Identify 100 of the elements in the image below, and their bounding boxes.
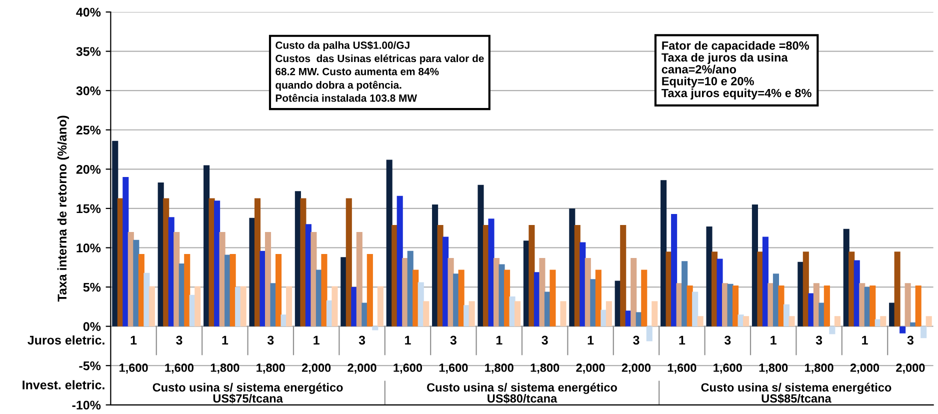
annotation: 2,000	[896, 364, 925, 374]
annotation: 1,600	[714, 364, 742, 374]
bar	[716, 258, 723, 326]
bar	[260, 250, 266, 326]
bar	[458, 270, 464, 326]
bar	[671, 214, 678, 326]
annotation: Fator de capacidade =80% Taxa de juros da usina cana=2%/ano Equity=10 e 20% Taxa juros equity=4% e 8%	[662, 41, 812, 100]
bar	[351, 287, 358, 326]
bar	[194, 286, 201, 326]
bar	[682, 261, 688, 326]
bar	[362, 302, 368, 326]
bar	[880, 316, 886, 326]
bar	[904, 283, 911, 326]
bar	[630, 258, 637, 326]
annotation: 1,800	[530, 364, 560, 374]
bar	[798, 262, 804, 326]
bar	[834, 316, 840, 326]
bar	[848, 252, 855, 326]
annotation: 1,600	[668, 364, 696, 374]
annotation: 2,000	[850, 364, 880, 374]
bar	[340, 257, 347, 326]
bar	[402, 258, 408, 326]
annotation: 1,800	[210, 364, 240, 374]
bar	[788, 316, 795, 326]
bar	[300, 198, 306, 326]
bar	[910, 322, 916, 326]
bar	[276, 254, 282, 326]
bar	[894, 252, 900, 326]
bar	[706, 226, 712, 326]
bar	[122, 177, 129, 326]
bar	[321, 254, 328, 326]
annotation: 2,000	[302, 364, 331, 374]
bar	[133, 240, 140, 326]
bar	[264, 232, 272, 326]
bar	[528, 224, 535, 326]
x-tick-label: 1	[496, 336, 502, 344]
bar	[163, 198, 170, 326]
bar	[346, 198, 352, 326]
bar	[859, 283, 866, 326]
bar	[697, 316, 704, 326]
x-tick-label: 3	[724, 336, 731, 345]
x-tick-label: 3	[450, 336, 456, 345]
bar	[757, 252, 764, 326]
bar	[660, 180, 667, 326]
bar	[270, 283, 276, 326]
bar	[560, 301, 566, 326]
bar	[286, 286, 292, 326]
x-tick-label: 3	[176, 336, 182, 345]
annotation: 2,000	[622, 364, 651, 374]
bar	[818, 302, 825, 326]
annotation: 1,800	[759, 364, 788, 374]
annotation: 1,600	[120, 364, 148, 374]
x-tick-label: 1	[405, 336, 411, 344]
annotation: 1,800	[256, 364, 285, 374]
bar	[590, 279, 596, 326]
bar	[569, 208, 576, 326]
bar	[829, 326, 836, 334]
bar	[254, 198, 261, 326]
bar	[310, 232, 317, 326]
bar	[366, 254, 373, 326]
bar	[722, 283, 728, 326]
bar	[762, 236, 768, 326]
bar	[778, 285, 784, 326]
bar	[920, 326, 927, 338]
annotation: 1,600	[165, 364, 194, 374]
bar	[870, 285, 876, 326]
x-tick-label: 3	[907, 336, 914, 345]
y-tick-label: 20%	[76, 164, 101, 174]
bar	[606, 301, 612, 326]
bar	[732, 285, 739, 326]
y-tick-label: 5%	[83, 282, 101, 292]
x-tick-label: 1	[770, 336, 776, 344]
bar	[235, 287, 242, 326]
bar	[204, 165, 210, 326]
text: Juros eletric.	[28, 335, 104, 345]
bar	[768, 283, 774, 326]
y-tick-label: 40%	[76, 8, 101, 17]
annotation: 1,600	[394, 364, 422, 374]
annotation: 1,800	[485, 364, 514, 374]
bar	[539, 258, 546, 326]
x-tick-label: 1	[222, 336, 228, 344]
bar	[144, 272, 150, 326]
bar	[332, 286, 338, 326]
bar	[249, 218, 256, 326]
bar	[464, 305, 470, 326]
bar	[692, 292, 698, 326]
annotation: Custo usina s/ sistema energético US$75/tcana	[152, 382, 343, 404]
x-tick-label: 1	[679, 336, 686, 344]
y-tick-label: -10%	[72, 400, 101, 410]
x-tick-label: 3	[816, 336, 822, 345]
bar	[112, 140, 118, 326]
bar	[824, 285, 830, 326]
bar	[915, 285, 922, 326]
bar	[230, 254, 236, 326]
bar	[620, 224, 626, 326]
y-tick-label: 10%	[76, 244, 101, 252]
bar	[214, 200, 220, 326]
bar	[478, 184, 484, 326]
y-tick-label: -5%	[79, 361, 101, 370]
bar	[396, 196, 403, 326]
